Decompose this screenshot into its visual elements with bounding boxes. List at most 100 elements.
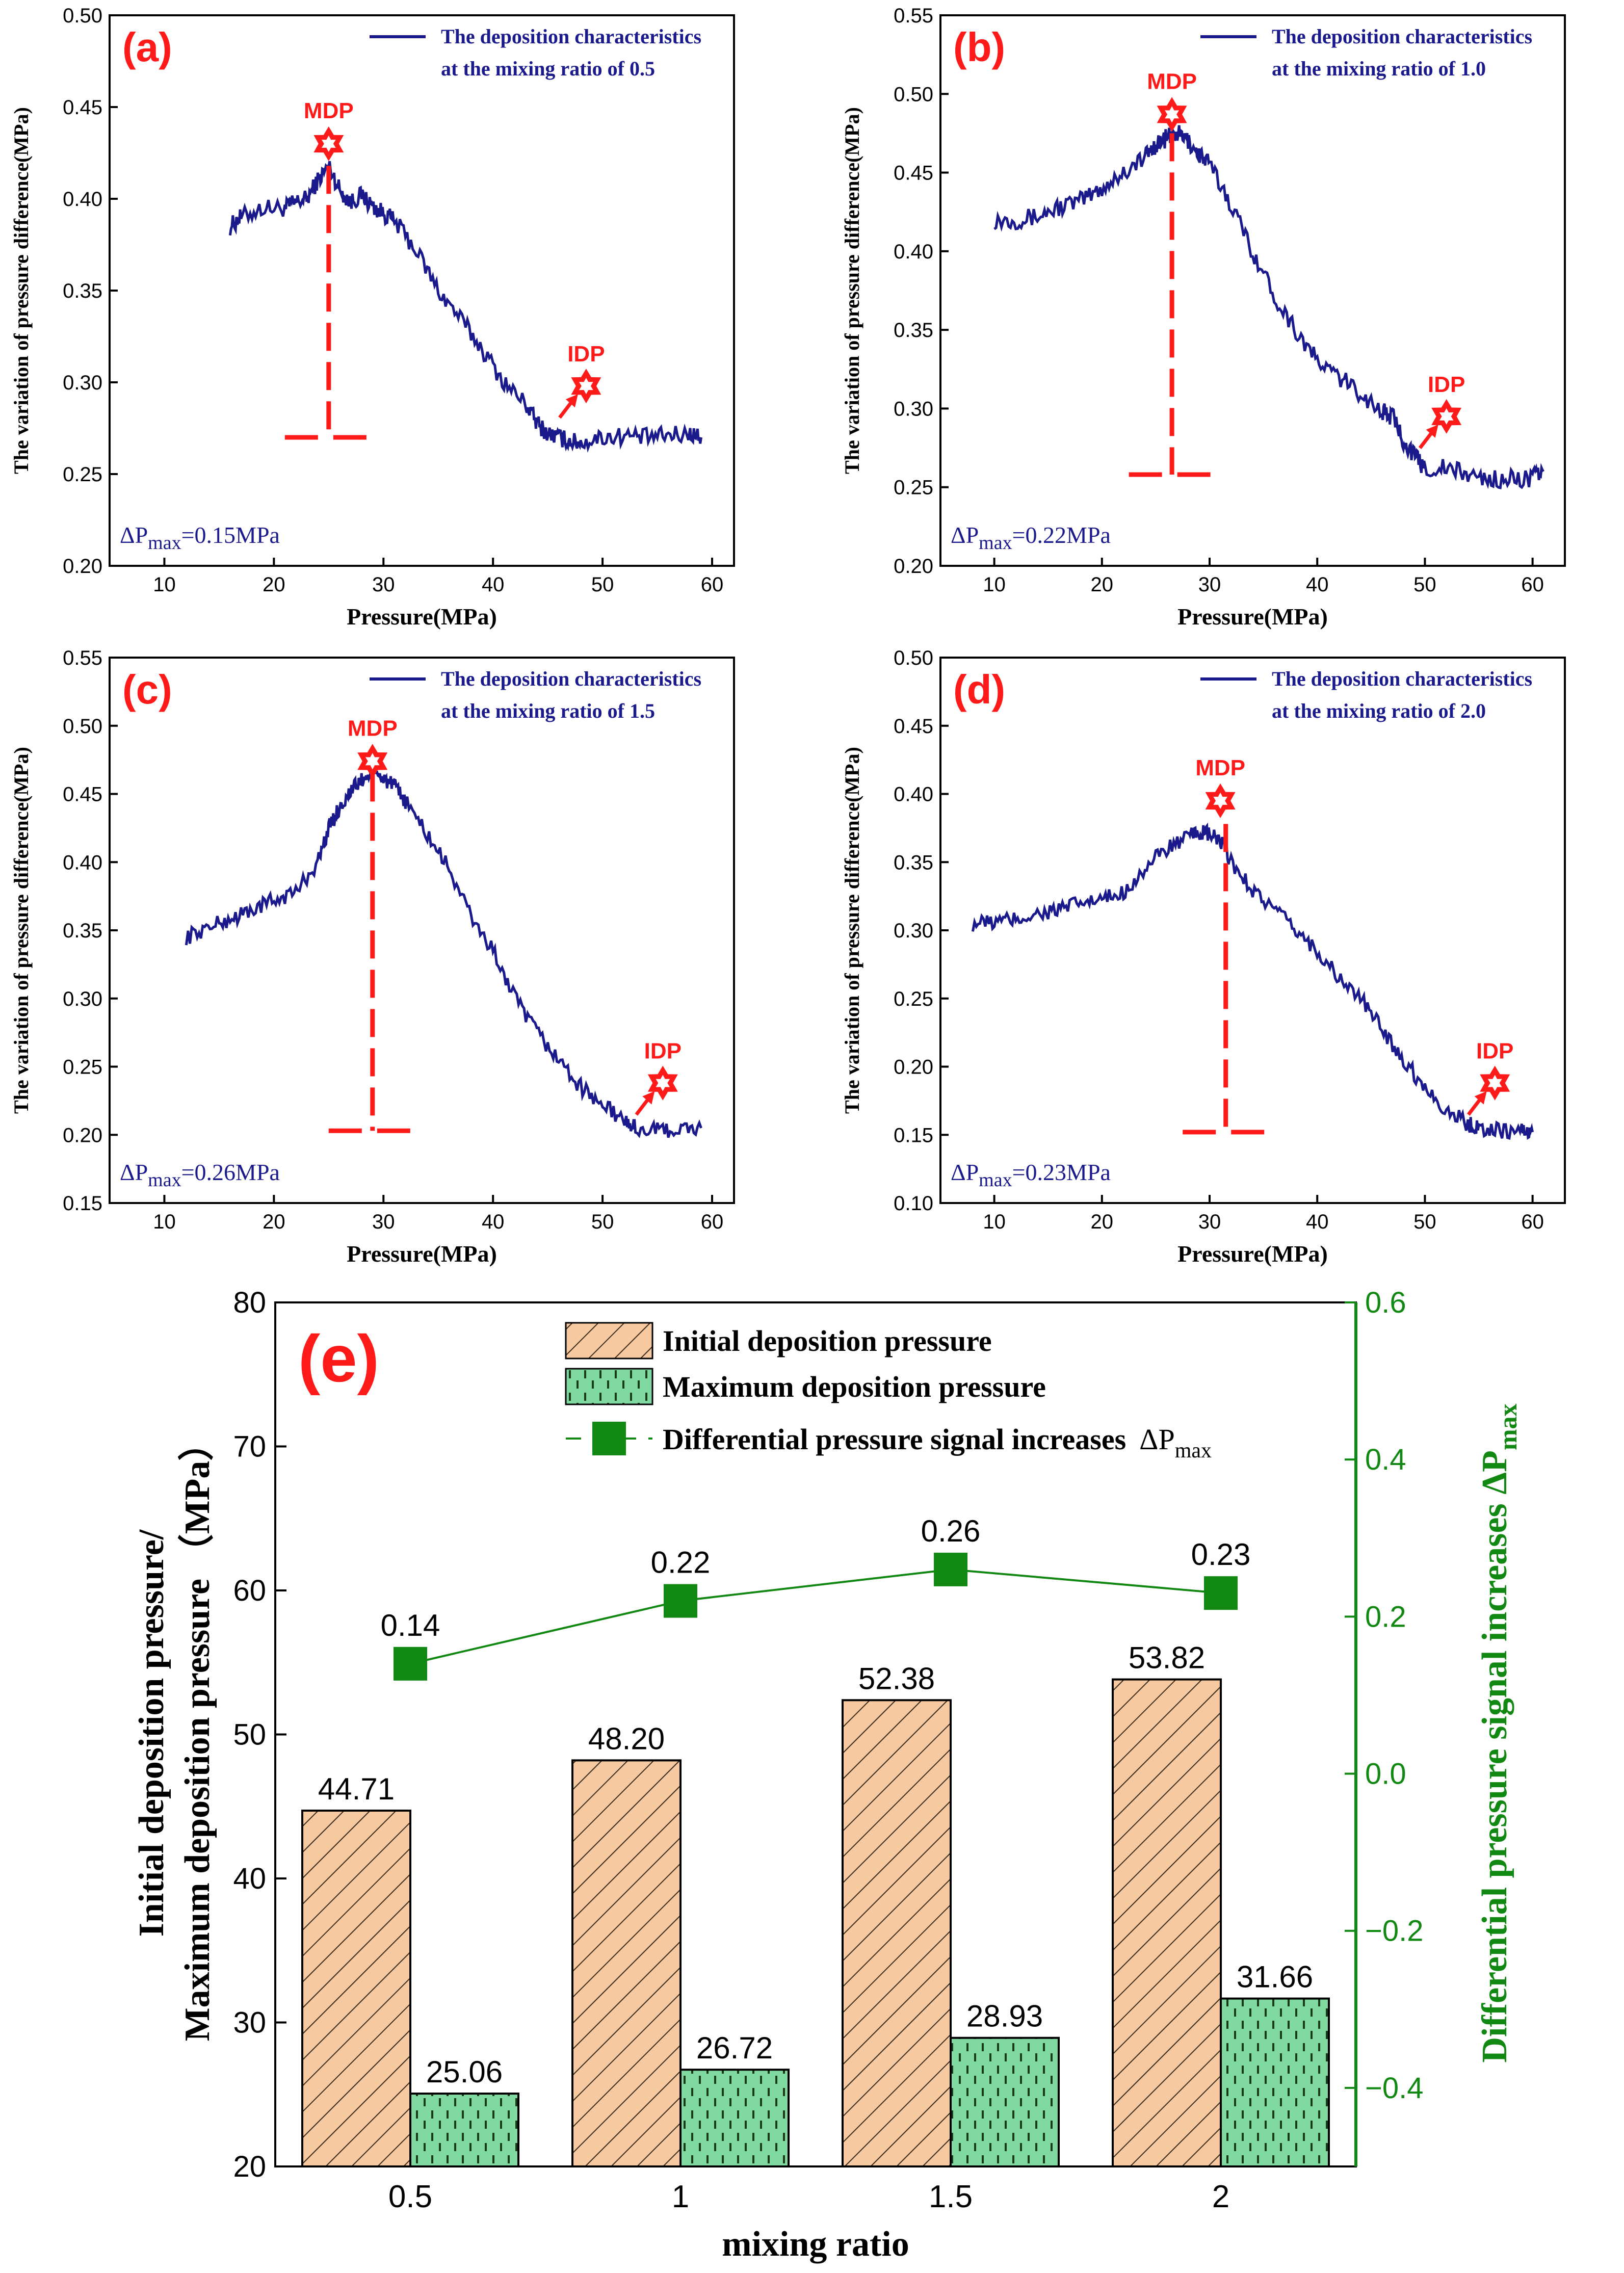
panel-c-mdp-label: MDP [348,716,398,741]
panel-c-ytick-label: 0.50 [63,715,102,738]
panel-e-xlabel: mixing ratio [722,2225,909,2264]
panel-b-series-line [993,125,1544,490]
legend-initial-swatch [565,1322,653,1360]
panel-b-frame [939,14,1566,567]
panel-a-frame [109,14,735,567]
panel-c-xtick-label: 60 [701,1211,724,1233]
panel-b-delta-prefix: ΔP [951,522,979,548]
legend-max-label: Maximum deposition pressure [663,1370,1046,1403]
panel-b-xtick-label: 60 [1521,573,1544,596]
panel-b-delta-text: ΔPmax=0.22MPa [951,522,1111,554]
panel-a-idp-label: IDP [567,342,605,367]
delta-point-marker [394,1647,427,1681]
panel-c-delta-text: ΔPmax=0.26MPa [120,1159,280,1191]
panel-e-right-tick-label: 0.2 [1365,1600,1406,1633]
panel-d-series-line [971,822,1534,1140]
panel-e-right-tick-label: 0.0 [1365,1758,1406,1791]
panel-d-idp-marker: IDP [1466,1039,1513,1116]
panel-b-xtick-label: 20 [1091,573,1114,596]
panel-d-delta-sub: max [979,1169,1012,1191]
panel-b-xtick-label: 30 [1198,573,1221,596]
panel-b-ylabel: The variation of pressure difference(MPa… [841,107,863,474]
bar-max [409,2093,519,2168]
panel-c-label: (c) [122,667,172,712]
panel-a-drop-line [284,166,373,440]
panel-e-ylabel-left-line2: Maximum deposition pressure （MPa） [177,1425,217,2042]
panel-c: 10 20 30 40 50 60 0.15 0.20 0.25 0.30 0.35 0.40 0.45… [10,647,735,1267]
bar-max-value-label: 26.72 [696,2031,773,2065]
panel-c-xtick-label: 30 [372,1211,395,1233]
panel-b-ytick-label: 0.45 [894,162,933,185]
panel-d-drop-line [1183,824,1269,1135]
panel-c-idp-star-inner [656,1075,670,1091]
panel-e-x-tick-label: 1 [672,2179,689,2214]
panel-d-ytick-label: 0.20 [894,1056,933,1079]
panel-e-left-tick-label: 20 [233,2150,266,2183]
panel-e-right-tick-label: −0.2 [1365,1915,1424,1948]
panel-a-ytick-label: 0.40 [63,188,102,211]
bar-initial [842,1699,952,2167]
bar-max-value-label: 28.93 [966,1999,1043,2033]
bar-max-value-label: 25.06 [426,2055,503,2089]
panel-c-delta-prefix: ΔP [120,1159,148,1185]
panel-e-right-tick-label: 0.6 [1365,1286,1406,1319]
panel-c-series-line [185,764,702,1138]
legend-delta-label: Differential pressure signal increases ΔP… [663,1423,1212,1462]
legend-delta-sub: max [1175,1439,1212,1462]
panel-b-ytick-label: 0.30 [894,398,933,420]
panel-a-xtick-label: 30 [372,573,395,596]
panel-a-xtick-label: 10 [153,573,176,596]
panel-b-ytick-label: 0.40 [894,241,933,263]
panel-c-idp-arrow-head-icon [642,1091,655,1105]
panel-c-ytick-label: 0.30 [63,988,102,1010]
panel-c-xtick-label: 20 [263,1211,285,1233]
panel-e-x-tick-label: 0.5 [388,2179,432,2214]
panel-a-delta-text: ΔPmax=0.15MPa [120,522,280,554]
panel-b-ytick-label: 0.50 [894,83,933,106]
panel-a-ytick-label: 0.20 [63,555,102,578]
panel-e-label: (e) [298,1321,379,1396]
panel-c-idp-label: IDP [644,1039,682,1064]
panel-a-xtick-label: 20 [263,573,285,596]
panel-a-ticks: 10 20 30 40 50 60 0.20 0.25 0.30 0.35 0.40 0.45 0.50 [63,5,723,596]
delta-point-label: 0.14 [381,1608,440,1642]
panel-d-xtick-label: 60 [1521,1211,1544,1233]
panel-a-series-line [228,161,702,453]
panel-e-left-tick-label: 50 [233,1718,266,1752]
delta-point-label: 0.23 [1191,1537,1251,1572]
panel-c-mdp-star-inner [365,753,380,770]
panel-a-xtick-label: 40 [482,573,505,596]
panel-b-idp-arrow-head-icon [1426,424,1438,438]
panel-b-label: (b) [953,24,1005,70]
panel-c-idp-marker: IDP [635,1039,682,1116]
panel-b-delta-sub: max [979,532,1012,554]
panel-c-xlabel: Pressure(MPa) [347,1241,497,1267]
bar-initial [571,1759,682,2168]
panel-c-ticks: 10 20 30 40 50 60 0.15 0.20 0.25 0.30 0.35 0.40 0.45… [63,647,723,1233]
panel-e-left-tick-label: 80 [233,1286,266,1319]
panel-e-ylabel-right: Differential pressure signal increases Δ… [1475,1403,1522,2062]
panel-b-ytick-label: 0.20 [894,555,933,578]
panel-b-delta-value: =0.22MPa [1012,522,1111,548]
panel-d-mdp-label: MDP [1195,755,1245,780]
panel-a-ytick-label: 0.35 [63,280,102,302]
panel-a-delta-prefix: ΔP [120,522,148,548]
panel-d-xtick-label: 20 [1091,1211,1114,1233]
panel-e-left-tick-label: 70 [233,1430,266,1464]
bar-initial-value-label: 48.20 [588,1721,665,1756]
panel-c-legend-line2: at the mixing ratio of 1.5 [441,699,655,722]
delta-point-label: 0.22 [651,1546,711,1580]
panel-a-xtick-label: 60 [701,573,724,596]
panel-a-label: (a) [122,24,172,70]
panel-c-drop-line [328,773,422,1133]
legend-max-swatch [565,1368,653,1405]
panel-d-idp-arrow-head-icon [1474,1091,1487,1105]
panel-b-idp-star-inner [1439,408,1454,425]
bar-max [1220,1997,1330,2167]
panel-d-legend-line2: at the mixing ratio of 2.0 [1272,699,1486,722]
panel-d-mdp-star-inner [1213,792,1227,809]
panel-d-ylabel: The variation of pressure difference(MPa… [841,747,863,1114]
panel-c-ytick-label: 0.55 [63,647,102,669]
panel-e-x-tick-label: 2 [1212,2179,1229,2214]
panel-b-mdp-star-inner [1165,106,1179,123]
